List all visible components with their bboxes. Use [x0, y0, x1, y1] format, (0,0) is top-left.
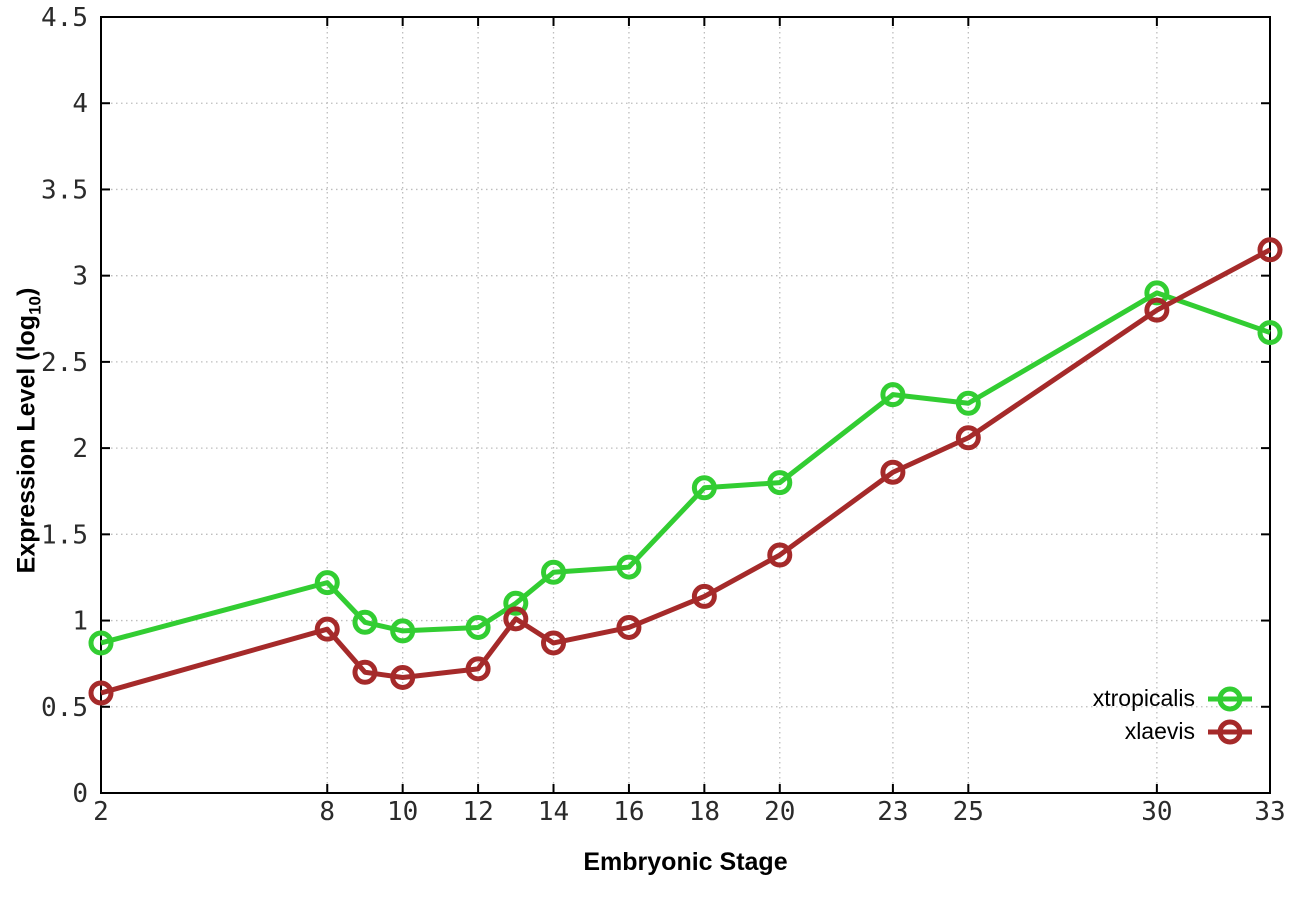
x-tick-labels: 2 8 10 12 14 16 18 20 23 25 30 33	[93, 797, 1285, 827]
y-tick-label: 1	[72, 607, 88, 637]
plot-border	[100, 16, 1271, 794]
data-point-xlaevis	[88, 680, 114, 706]
data-point-xlaevis	[1144, 297, 1170, 323]
data-point-xlaevis	[314, 616, 340, 642]
data-point-xtropicalis	[88, 630, 114, 656]
x-tick-label: 10	[387, 797, 418, 827]
x-tick-label: 2	[93, 797, 109, 827]
data-point-xtropicalis	[541, 559, 567, 585]
grid-lines	[100, 16, 1271, 794]
data-point-xlaevis	[541, 630, 567, 656]
legend-marker-xtropicalis	[1208, 686, 1252, 711]
x-axis-title: Embryonic Stage	[583, 848, 788, 876]
data-point-xtropicalis	[390, 618, 416, 644]
legend-item-xtropicalis: xtropicalis	[1093, 682, 1253, 715]
tick-marks	[100, 16, 1271, 794]
data-point-xlaevis	[352, 659, 378, 685]
data-point-xtropicalis	[767, 470, 793, 496]
y-tick-label: 4	[72, 89, 88, 119]
data-point-xtropicalis	[691, 475, 717, 501]
x-tick-label: 8	[319, 797, 335, 827]
y-tick-label: 0.5	[41, 693, 88, 723]
data-point-xlaevis	[880, 459, 906, 485]
data-point-xtropicalis	[465, 614, 491, 640]
data-point-xtropicalis	[1144, 280, 1170, 306]
data-point-xlaevis	[955, 425, 981, 451]
legend-marker-xlaevis	[1208, 719, 1252, 744]
x-tick-label: 23	[877, 797, 908, 827]
y-tick-label: 3	[72, 262, 88, 292]
series-xtropicalis-line	[100, 290, 1271, 646]
y-tick-label: 2.5	[41, 348, 88, 378]
x-tick-label: 33	[1254, 797, 1285, 827]
y-tick-labels: 0 0.5 1 1.5 2 2.5 3 3.5 4 4.5	[41, 3, 88, 809]
data-point-xtropicalis	[1257, 320, 1283, 346]
y-tick-label: 4.5	[41, 3, 88, 33]
x-tick-label: 30	[1141, 797, 1172, 827]
data-point-xlaevis	[503, 606, 529, 632]
series-xlaevis	[88, 237, 1283, 706]
data-point-xtropicalis	[955, 390, 981, 416]
y-tick-label: 1.5	[41, 520, 88, 550]
chart-legend: xtropicalis xlaevis	[1093, 682, 1253, 748]
series-xlaevis-line	[100, 247, 1272, 696]
y-tick-label: 2	[72, 434, 88, 464]
data-point-xlaevis	[1257, 237, 1283, 263]
y-tick-label: 0	[72, 779, 88, 809]
y-axis-title-text: Expression Level (log10)	[12, 287, 45, 573]
x-tick-label: 20	[764, 797, 795, 827]
data-point-xlaevis	[616, 614, 642, 640]
legend-item-xlaevis: xlaevis	[1093, 715, 1253, 748]
y-tick-label: 3.5	[41, 175, 88, 205]
data-point-xtropicalis	[314, 570, 340, 596]
x-tick-label: 16	[613, 797, 644, 827]
y-axis-title-subscript: 10	[25, 295, 45, 315]
data-point-xtropicalis	[352, 609, 378, 635]
data-point-xlaevis	[465, 656, 491, 682]
data-point-xtropicalis	[616, 554, 642, 580]
series-xtropicalis	[88, 280, 1283, 656]
data-point-xtropicalis	[503, 590, 529, 616]
data-point-xlaevis	[767, 542, 793, 568]
x-tick-label: 25	[953, 797, 984, 827]
legend-label-xlaevis: xlaevis	[1124, 718, 1195, 744]
y-axis-title: Expression Level (log10)	[13, 30, 45, 830]
data-point-xtropicalis	[880, 382, 906, 408]
data-point-xlaevis	[390, 664, 416, 690]
data-point-xlaevis	[691, 583, 717, 609]
x-tick-label: 18	[689, 797, 720, 827]
legend-label-xtropicalis: xtropicalis	[1092, 685, 1195, 711]
x-tick-label: 12	[462, 797, 493, 827]
x-tick-label: 14	[538, 797, 569, 827]
